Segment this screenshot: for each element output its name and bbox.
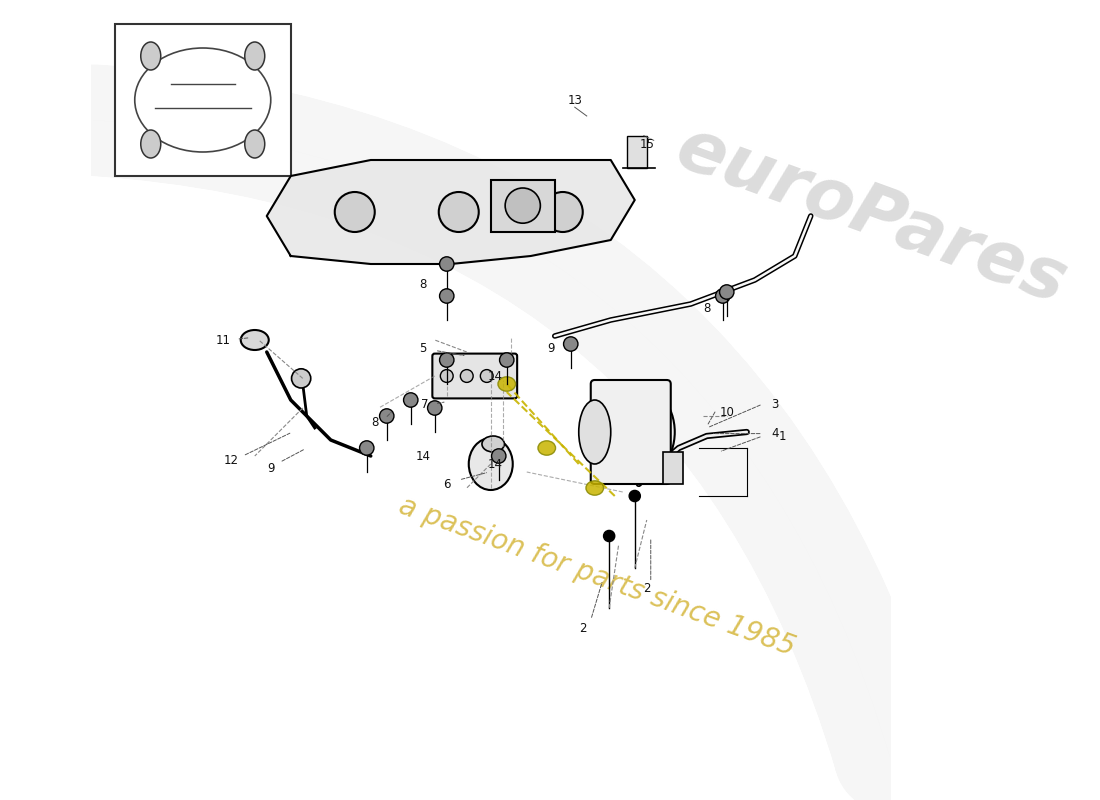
Circle shape [563, 337, 578, 351]
FancyBboxPatch shape [591, 380, 671, 484]
Circle shape [404, 393, 418, 407]
Ellipse shape [595, 384, 674, 480]
Circle shape [439, 192, 478, 232]
Text: 4: 4 [771, 427, 779, 440]
Text: 9: 9 [267, 462, 275, 474]
Text: 5: 5 [419, 342, 427, 354]
Text: 10: 10 [719, 406, 734, 418]
Text: 15: 15 [639, 138, 654, 150]
Circle shape [492, 449, 506, 463]
Ellipse shape [241, 330, 268, 350]
Bar [114, 24, 290, 176]
Text: 2: 2 [644, 582, 650, 594]
Text: 8: 8 [371, 416, 378, 429]
Circle shape [379, 409, 394, 423]
Circle shape [360, 441, 374, 455]
Circle shape [292, 369, 311, 388]
Bar [627, 136, 647, 168]
Ellipse shape [245, 42, 265, 70]
Circle shape [716, 289, 730, 303]
Circle shape [440, 353, 454, 367]
Circle shape [719, 285, 734, 299]
Circle shape [604, 530, 615, 542]
Circle shape [440, 257, 454, 271]
Bar [663, 452, 683, 484]
Circle shape [334, 192, 375, 232]
Circle shape [629, 490, 640, 502]
Text: 11: 11 [216, 334, 230, 346]
Circle shape [461, 370, 473, 382]
Text: 14: 14 [416, 450, 430, 462]
Bar [491, 180, 554, 232]
Text: a passion for parts since 1985: a passion for parts since 1985 [395, 492, 799, 662]
Ellipse shape [141, 42, 161, 70]
Ellipse shape [141, 130, 161, 158]
Text: 1: 1 [779, 430, 786, 442]
Text: 8: 8 [419, 278, 427, 290]
Ellipse shape [482, 436, 505, 452]
Ellipse shape [245, 130, 265, 158]
Ellipse shape [498, 377, 516, 391]
FancyArrowPatch shape [94, 120, 890, 758]
FancyBboxPatch shape [432, 354, 517, 398]
Circle shape [440, 370, 453, 382]
Ellipse shape [586, 481, 604, 495]
Text: 7: 7 [421, 398, 429, 410]
Text: 13: 13 [568, 94, 582, 106]
Text: 6: 6 [443, 478, 451, 490]
Text: 3: 3 [771, 398, 779, 410]
Circle shape [499, 353, 514, 367]
Ellipse shape [469, 438, 513, 490]
Text: 12: 12 [223, 454, 239, 466]
Text: euroPares: euroPares [667, 114, 1076, 319]
Circle shape [440, 289, 454, 303]
Text: 8: 8 [703, 302, 711, 314]
Circle shape [542, 192, 583, 232]
Circle shape [428, 401, 442, 415]
Text: 14: 14 [487, 370, 503, 382]
Text: 2: 2 [579, 622, 586, 634]
Ellipse shape [579, 400, 610, 464]
Text: 9: 9 [547, 342, 554, 354]
Circle shape [481, 370, 493, 382]
Circle shape [505, 188, 540, 223]
Text: 14: 14 [487, 458, 503, 470]
Polygon shape [267, 160, 635, 264]
Ellipse shape [538, 441, 556, 455]
